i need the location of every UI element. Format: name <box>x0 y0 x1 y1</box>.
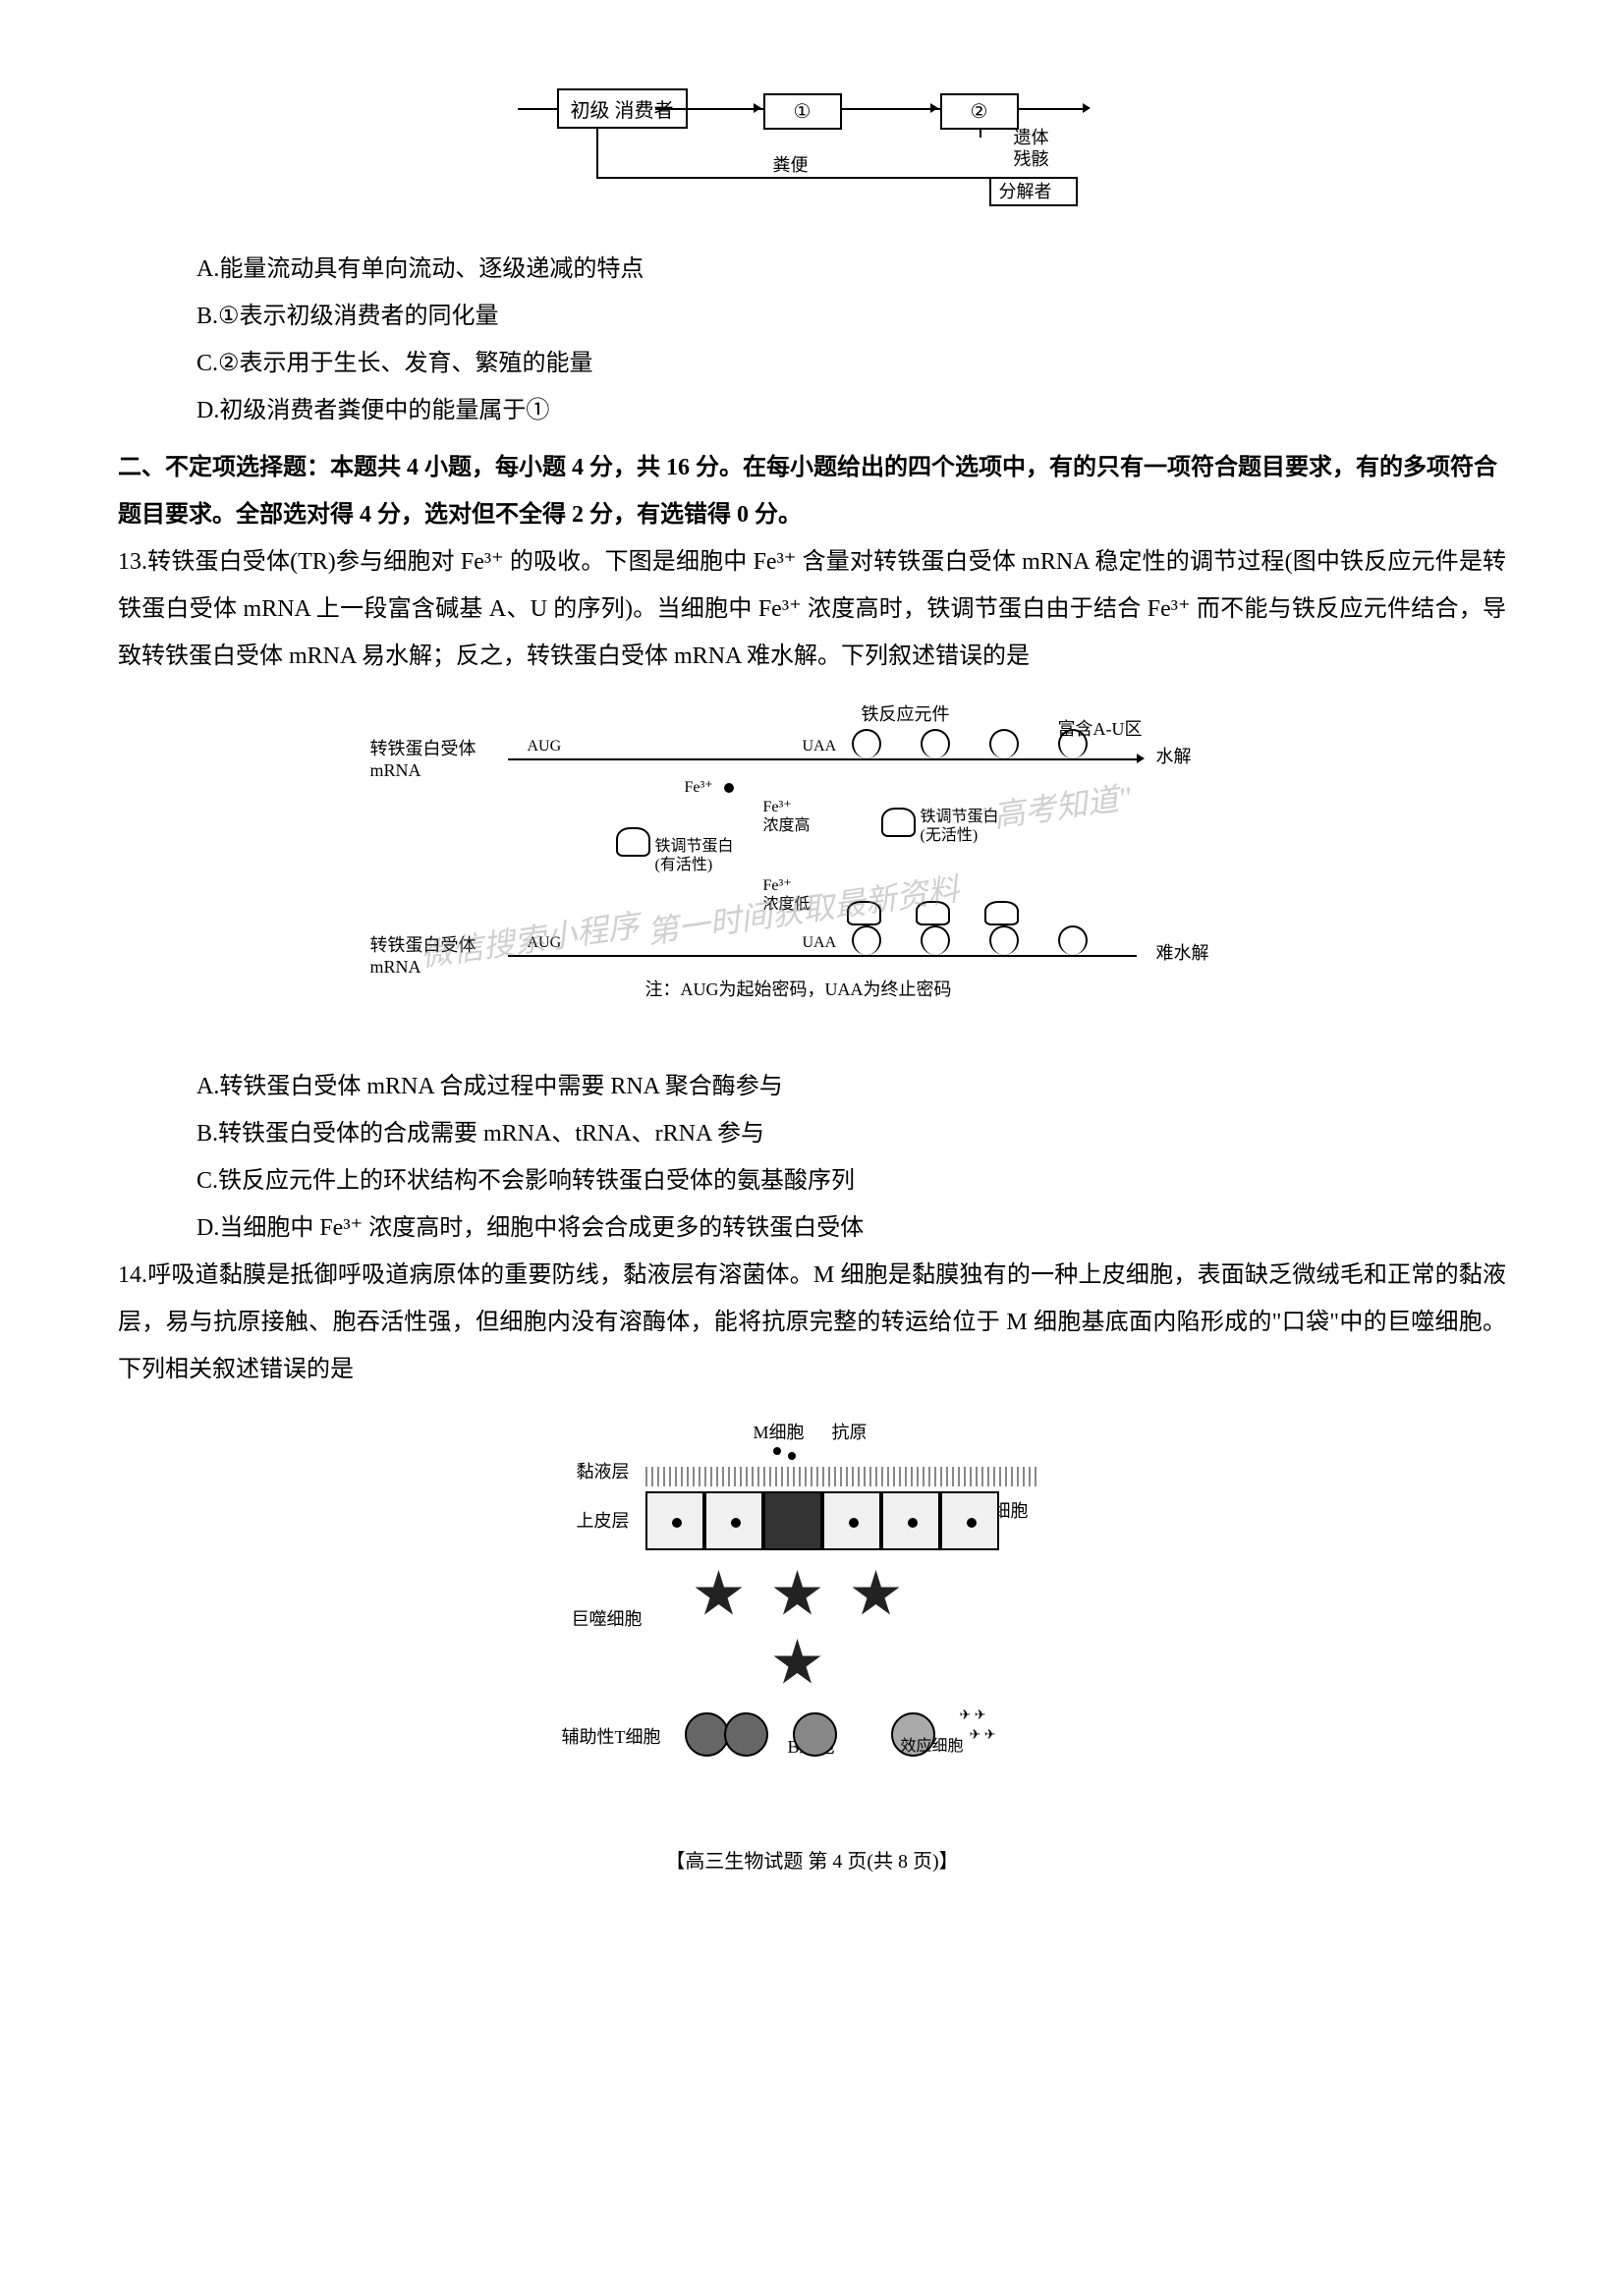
aug-bottom: AUG <box>528 933 562 952</box>
active-protein: 铁调节蛋白 (有活性) <box>655 837 734 874</box>
q13-option-b: B.转铁蛋白受体的合成需要 mRNA、tRNA、rRNA 参与 <box>196 1110 1506 1157</box>
energy-flow-diagram: 初级 消费者 ① ② 粪便 遗体 残骸 分解者 <box>118 79 1506 216</box>
label-hydrolysis: 水解 <box>1156 747 1192 768</box>
label-remains: 遗体 残骸 <box>1014 128 1049 170</box>
high-conc: Fe³⁺ 浓度高 <box>763 798 811 835</box>
q13-option-c: C.铁反应元件上的环状结构不会影响转铁蛋白受体的氨基酸序列 <box>196 1157 1506 1204</box>
label-antigen: 抗原 <box>832 1423 868 1444</box>
box-2: ② <box>940 93 1019 130</box>
aug-top: AUG <box>528 737 562 756</box>
box-1: ① <box>763 93 842 130</box>
q13-option-d: D.当细胞中 Fe³⁺ 浓度高时，细胞中将会合成更多的转铁蛋白受体 <box>196 1204 1506 1252</box>
label-mucus: 黏液层 <box>577 1462 630 1483</box>
label-epithelial: 上皮层 <box>577 1511 630 1533</box>
uaa-bottom: UAA <box>803 933 837 952</box>
q12-option-a: A.能量流动具有单向流动、逐级递减的特点 <box>196 246 1506 293</box>
label-feces: 粪便 <box>773 155 809 177</box>
label-hard-hydrolysis: 难水解 <box>1156 943 1209 965</box>
inactive-protein: 铁调节蛋白 (无活性) <box>921 808 999 845</box>
watermark-2: "高考知道" <box>977 772 1134 838</box>
q12-option-d: D.初级消费者粪便中的能量属于① <box>196 387 1506 434</box>
uaa-top: UAA <box>803 737 837 756</box>
label-effector: 效应细胞 <box>901 1737 964 1756</box>
low-conc: Fe³⁺ 浓度低 <box>763 876 811 914</box>
mrna-label-bottom: 转铁蛋白受体 mRNA <box>370 935 476 978</box>
q13-text: 13.转铁蛋白受体(TR)参与细胞对 Fe³⁺ 的吸收。下图是细胞中 Fe³⁺ … <box>118 538 1506 680</box>
mrna-diagram: 铁反应元件 富含A-U区 转铁蛋白受体 mRNA AUG UAA 水解 Fe³⁺… <box>118 700 1506 1034</box>
diagram-note: 注：AUG为起始密码，UAA为终止密码 <box>645 980 952 1001</box>
label-macrophage: 巨噬细胞 <box>572 1609 643 1631</box>
mrna-label-top: 转铁蛋白受体 mRNA <box>370 739 476 781</box>
page-footer: 【高三生物试题 第 4 页(共 8 页)】 <box>118 1845 1506 1874</box>
q14-text: 14.呼吸道黏膜是抵御呼吸道病原体的重要防线，黏液层有溶菌体。M 细胞是黏膜独有… <box>118 1252 1506 1393</box>
section2-header: 二、不定项选择题：本题共 4 小题，每小题 4 分，共 16 分。在每小题给出的… <box>118 444 1506 538</box>
label-iron-element: 铁反应元件 <box>862 704 950 726</box>
label-m-cell: M细胞 <box>754 1423 805 1444</box>
q13-option-a: A.转铁蛋白受体 mRNA 合成过程中需要 RNA 聚合酶参与 <box>196 1063 1506 1110</box>
fe-label1: Fe³⁺ <box>685 778 713 797</box>
q12-option-b: B.①表示初级消费者的同化量 <box>196 293 1506 340</box>
q12-option-c: C.②表示用于生长、发育、繁殖的能量 <box>196 340 1506 387</box>
label-t-cell: 辅助性T细胞 <box>562 1727 661 1749</box>
m-cell-diagram: M细胞 抗原 黏液层 上皮层 黏上皮细胞 巨噬细胞 辅助性T细胞 <box>118 1413 1506 1806</box>
